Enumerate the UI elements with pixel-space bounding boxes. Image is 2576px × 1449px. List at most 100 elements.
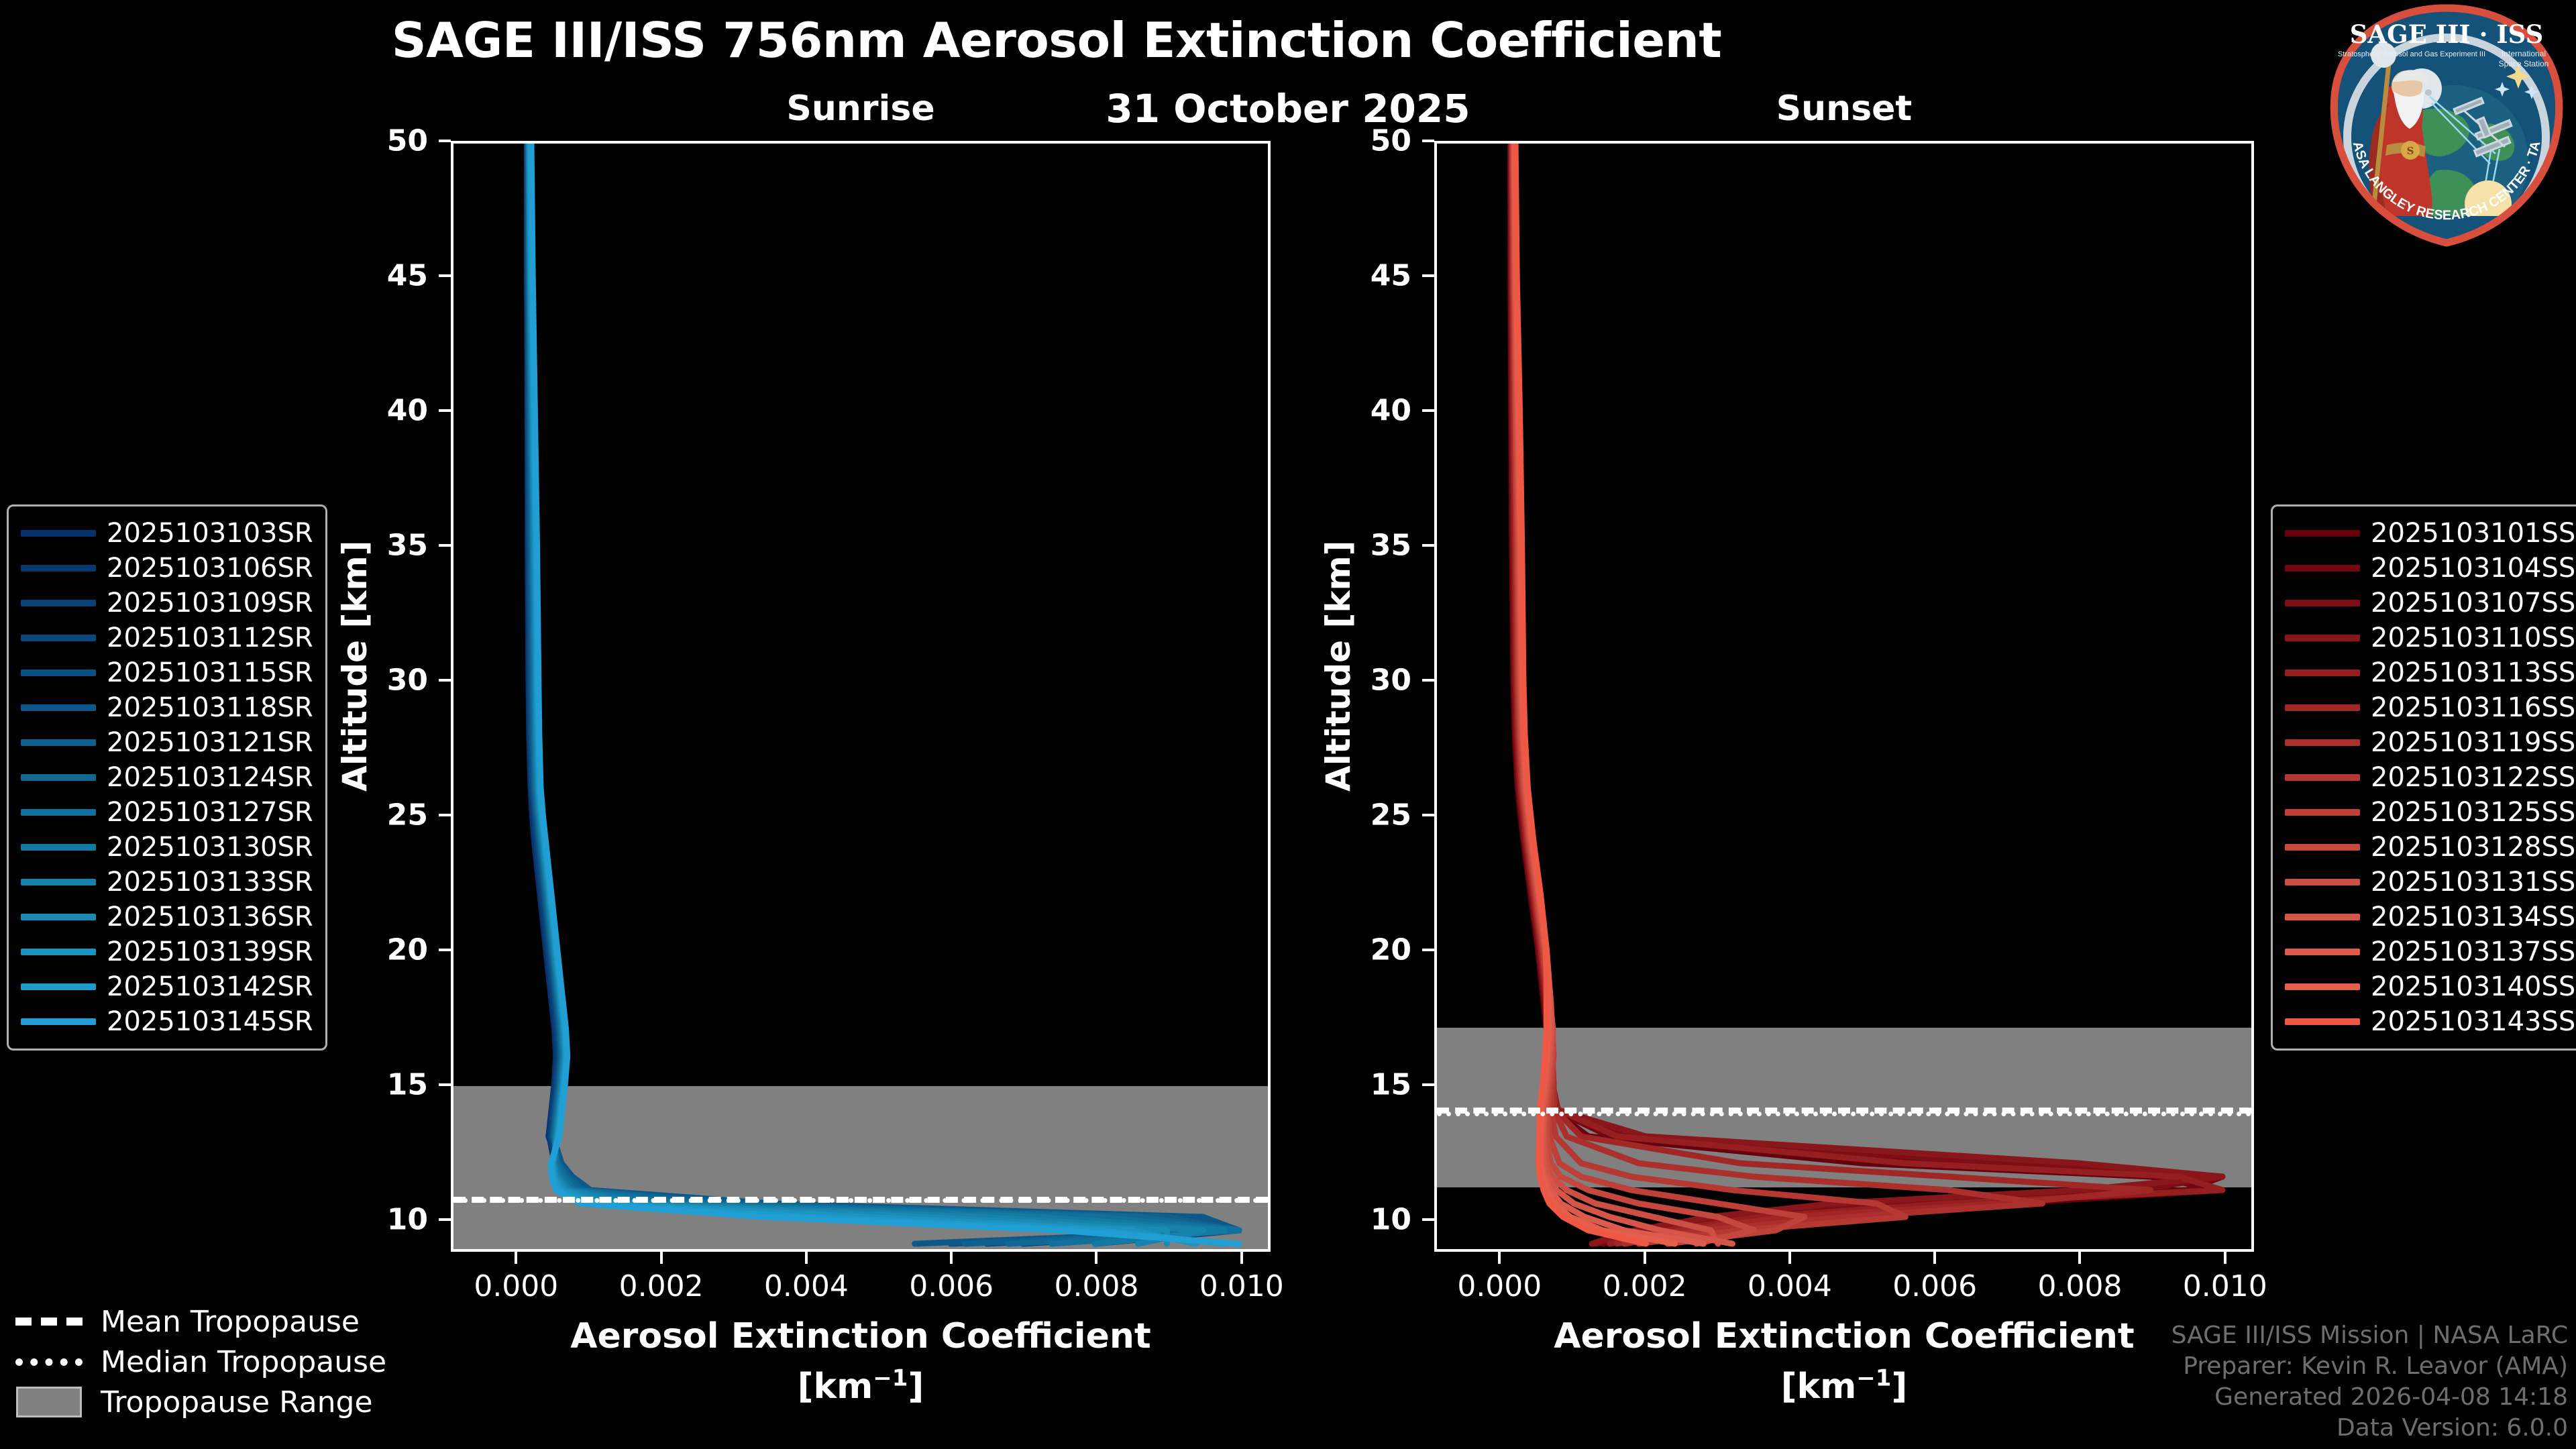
legend-row-median-tropopause: Median Tropopause: [12, 1342, 386, 1382]
logo-subtitle-right-1: International: [2502, 49, 2546, 58]
legend-item[interactable]: 2025103131SS: [2285, 865, 2575, 900]
x-tick-label: 0.008: [2037, 1269, 2123, 1303]
legend-item[interactable]: 2025103104SS: [2285, 551, 2575, 586]
y-tick-mark: [1422, 140, 1434, 142]
legend-item[interactable]: 2025103121SR: [21, 725, 313, 760]
y-axis-label-sunset: Altitude [km]: [1319, 540, 1358, 792]
x-axis-unit-sunrise: [km−1]: [797, 1365, 924, 1407]
legend-color-swatch: [2285, 669, 2360, 676]
logo-subtitle-right-2: Space Station: [2499, 59, 2549, 68]
legend-item[interactable]: 2025103119SS: [2285, 725, 2575, 760]
x-tick-mark: [1788, 1252, 1791, 1264]
x-axis-label-text-sunrise: Aerosol Extinction Coefficient: [570, 1316, 1151, 1356]
median-tropopause-line: [1437, 1111, 2251, 1116]
plot-panel-sunrise: [451, 141, 1271, 1252]
legend-item[interactable]: 2025103122SS: [2285, 760, 2575, 795]
legend-item[interactable]: 2025103109SR: [21, 586, 313, 621]
legend-color-swatch: [2285, 600, 2360, 606]
x-tick-mark: [804, 1252, 808, 1264]
profile-line: [1512, 144, 1650, 1247]
legend-item[interactable]: 2025103130SR: [21, 830, 313, 865]
extinction-profile-curves: [1507, 144, 2226, 1247]
x-tick-label: 0.010: [2182, 1269, 2267, 1303]
profile-line: [1509, 144, 1909, 1247]
legend-event-label: 2025103122SS: [2371, 762, 2576, 793]
legend-event-label: 2025103134SS: [2371, 902, 2576, 932]
profile-line: [527, 144, 1199, 1247]
y-tick-label: 15: [1370, 1067, 1411, 1102]
filled-box-icon: [12, 1387, 86, 1417]
legend-row-tropopause-range: Tropopause Range: [12, 1382, 386, 1422]
legend-item[interactable]: 2025103136SR: [21, 900, 313, 934]
y-tick-mark: [1422, 678, 1434, 682]
y-tick-label: 35: [1370, 528, 1411, 563]
legend-label-median-tropopause: Median Tropopause: [101, 1344, 387, 1379]
legend-item[interactable]: 2025103140SS: [2285, 969, 2575, 1004]
y-tick-label: 45: [386, 258, 428, 293]
legend-item[interactable]: 2025103143SS: [2285, 1004, 2575, 1039]
legend-event-label: 2025103143SS: [2371, 1006, 2576, 1037]
sage-beard: [2394, 91, 2424, 129]
legend-row-mean-tropopause: Mean Tropopause: [12, 1301, 386, 1342]
legend-color-swatch: [2285, 774, 2360, 781]
profile-line: [524, 144, 1242, 1247]
legend-item[interactable]: 2025103134SS: [2285, 900, 2575, 934]
legend-item[interactable]: 2025103124SR: [21, 760, 313, 795]
legend-event-label: 2025103133SR: [107, 867, 313, 898]
legend-label-mean-tropopause: Mean Tropopause: [101, 1304, 360, 1339]
chart-subtitle-date: 31 October 2025: [1106, 86, 1470, 131]
legend-sunset[interactable]: 2025103101SS 2025103104SS 2025103107SS 2025…: [2271, 504, 2576, 1051]
legend-item[interactable]: 2025103106SR: [21, 551, 313, 586]
legend-item[interactable]: 2025103137SS: [2285, 934, 2575, 969]
legend-item[interactable]: 2025103128SS: [2285, 830, 2575, 865]
y-axis-ticks-sunset: 10 15 20 25 30 35 40 45 50: [1334, 124, 1434, 1252]
legend-item[interactable]: 2025103115SR: [21, 655, 313, 690]
legend-item[interactable]: 2025103116SS: [2285, 690, 2575, 725]
x-tick-label: 0.010: [1199, 1269, 1284, 1303]
legend-item[interactable]: 2025103103SR: [21, 516, 313, 551]
legend-item[interactable]: 2025103139SR: [21, 934, 313, 969]
legend-item[interactable]: 2025103133SR: [21, 865, 313, 900]
legend-sunrise[interactable]: 2025103103SR 2025103106SR 2025103109SR 2025…: [7, 504, 327, 1051]
legend-item[interactable]: 2025103118SR: [21, 690, 313, 725]
profile-line: [527, 144, 1228, 1247]
legend-color-swatch: [21, 1018, 96, 1025]
legend-color-swatch: [21, 844, 96, 851]
legend-event-label: 2025103145SR: [107, 1006, 313, 1037]
x-tick-label: 0.004: [1747, 1269, 1832, 1303]
legend-event-label: 2025103137SS: [2371, 936, 2576, 967]
legend-item[interactable]: 2025103112SR: [21, 621, 313, 655]
plot-panel-sunset: [1434, 141, 2254, 1252]
y-tick-mark: [439, 543, 451, 547]
legend-item[interactable]: 2025103107SS: [2285, 586, 2575, 621]
y-tick-mark: [439, 813, 451, 816]
footer-data-version: Data Version: 6.0.0: [2337, 1413, 2568, 1442]
sage-figure: S: [2369, 42, 2432, 233]
y-tick-label: 10: [1370, 1202, 1411, 1237]
legend-item[interactable]: 2025103142SR: [21, 969, 313, 1004]
panel-label-sunrise: Sunrise: [786, 89, 935, 129]
sage-staff: [2370, 54, 2392, 220]
y-tick-label: 15: [386, 1067, 428, 1102]
y-axis-label-sunrise: Altitude [km]: [335, 540, 374, 792]
profile-line: [1510, 144, 1808, 1247]
dashed-line-icon: [12, 1311, 86, 1332]
legend-item[interactable]: 2025103110SS: [2285, 621, 2575, 655]
legend-item[interactable]: 2025103145SR: [21, 1004, 313, 1039]
legend-color-swatch: [2285, 530, 2360, 537]
legend-item[interactable]: 2025103127SR: [21, 795, 313, 830]
y-tick-label: 10: [386, 1202, 428, 1237]
legend-color-swatch: [2285, 879, 2360, 885]
legend-event-label: 2025103113SS: [2371, 657, 2576, 688]
legend-item[interactable]: 2025103101SS: [2285, 516, 2575, 551]
legend-item[interactable]: 2025103113SS: [2285, 655, 2575, 690]
legend-item[interactable]: 2025103125SS: [2285, 795, 2575, 830]
x-axis-label-text-sunset: Aerosol Extinction Coefficient: [1554, 1316, 2135, 1356]
x-tick-mark: [2223, 1252, 2226, 1264]
x-tick-label: 0.000: [474, 1269, 559, 1303]
legend-color-swatch: [21, 565, 96, 572]
legend-event-label: 2025103121SR: [107, 727, 313, 758]
legend-event-label: 2025103112SR: [107, 623, 313, 653]
y-tick-mark: [439, 1218, 451, 1221]
y-tick-mark: [1422, 1083, 1434, 1086]
